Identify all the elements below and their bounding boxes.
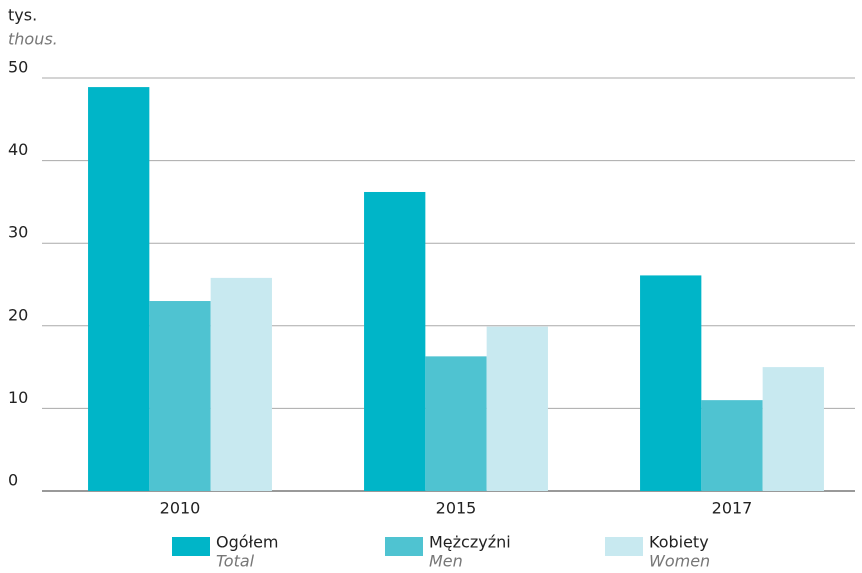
bar bbox=[425, 356, 487, 491]
y-tick-label: 30 bbox=[8, 223, 28, 242]
legend-label-en: Men bbox=[429, 552, 463, 571]
y-axis-label: tys. bbox=[8, 6, 37, 25]
legend-swatch bbox=[385, 537, 423, 556]
bar bbox=[640, 275, 702, 491]
legend-label: Kobiety bbox=[649, 533, 709, 552]
legend-label: Ogółem bbox=[216, 533, 279, 552]
legend-swatch bbox=[605, 537, 643, 556]
bar bbox=[210, 277, 272, 491]
legend-label-en: Total bbox=[216, 552, 255, 571]
y-tick-label: 0 bbox=[8, 471, 18, 490]
legend-swatch bbox=[172, 537, 210, 556]
bar bbox=[88, 87, 150, 491]
y-tick-label: 20 bbox=[8, 305, 28, 324]
bar bbox=[701, 400, 763, 491]
y-tick-label: 40 bbox=[8, 140, 28, 159]
y-tick-label: 50 bbox=[8, 58, 28, 77]
bar bbox=[149, 301, 211, 491]
legend-label-en: Women bbox=[649, 552, 710, 571]
x-tick-label: 2015 bbox=[436, 499, 477, 518]
bar bbox=[364, 191, 426, 491]
y-axis-label-en: thous. bbox=[8, 30, 58, 49]
bar bbox=[762, 367, 824, 491]
x-tick-label: 2010 bbox=[160, 499, 201, 518]
y-tick-label: 10 bbox=[8, 388, 28, 407]
x-tick-label: 2017 bbox=[712, 499, 753, 518]
legend-label: Mężczyźni bbox=[429, 533, 511, 552]
bar bbox=[486, 326, 548, 491]
